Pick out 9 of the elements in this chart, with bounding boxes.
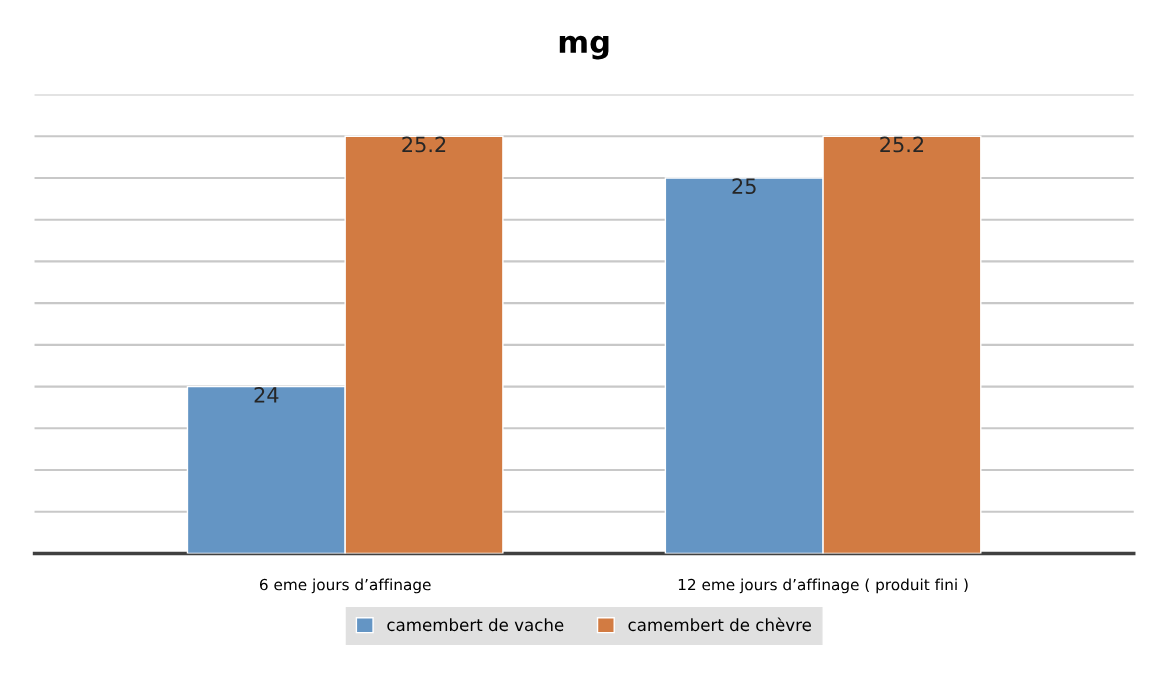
chart-title: mg xyxy=(559,35,609,60)
data-label: 25 xyxy=(732,178,756,195)
x-tick-label: 6 eme jours d’affinage xyxy=(259,578,431,594)
data-label: 25.2 xyxy=(402,136,446,153)
data-label: 25.2 xyxy=(880,136,924,153)
legend-label: camembert de vache xyxy=(387,618,564,632)
x-tick-label: 12 eme jours d’affinage ( produit fini ) xyxy=(678,578,968,594)
data-label: 24 xyxy=(254,386,279,403)
legend-label: camembert de chèvre xyxy=(628,617,811,632)
